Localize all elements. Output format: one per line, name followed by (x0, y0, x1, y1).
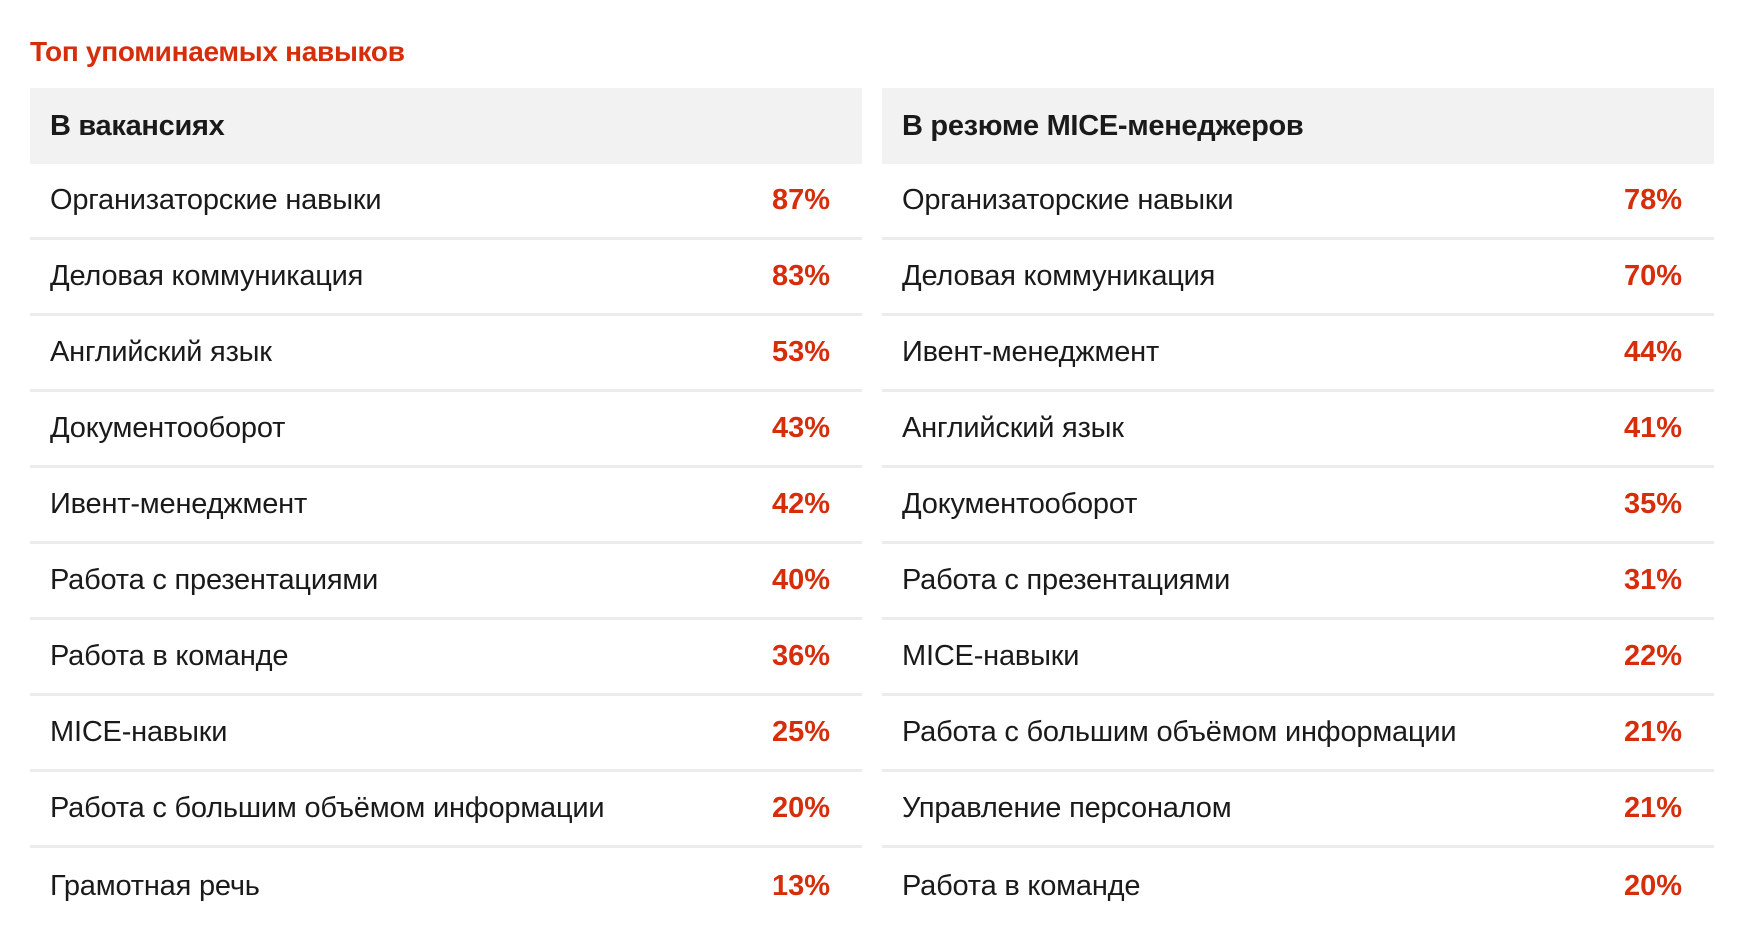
page-title: Топ упоминаемых навыков (30, 36, 405, 67)
table-rows: Организаторские навыки 87% Деловая коммуни… (30, 164, 862, 924)
table-row: Работа с большим объёмом информации 20% (30, 772, 862, 848)
table-row: MICE-навыки 22% (882, 620, 1714, 696)
skill-label: Ивент-менеджмент (902, 336, 1160, 368)
skill-percentage: 70% (1624, 260, 1683, 292)
table-row: Английский язык 41% (882, 392, 1714, 468)
table-row: Грамотная речь 13% (30, 848, 862, 924)
table-row: Управление персоналом 21% (882, 772, 1714, 848)
skill-label: MICE-навыки (50, 716, 228, 748)
table-row: Работа в команде 36% (30, 620, 862, 696)
table-row: Документооборот 35% (882, 468, 1714, 544)
table-row: Ивент-менеджмент 42% (30, 468, 862, 544)
skill-percentage: 31% (1624, 564, 1683, 596)
skill-percentage: 40% (772, 564, 831, 596)
skill-label: Документооборот (902, 488, 1138, 520)
table-row: Работа с презентациями 40% (30, 544, 862, 620)
skill-label: Организаторские навыки (50, 184, 382, 216)
table-header: В резюме MICE-менеджеров (882, 88, 1714, 164)
skill-label: Документооборот (50, 412, 286, 444)
table-rows: Организаторские навыки 78% Деловая коммуни… (882, 164, 1714, 924)
table-row: Английский язык 53% (30, 316, 862, 392)
skill-percentage: 43% (772, 412, 831, 444)
skill-label: MICE-навыки (902, 640, 1080, 672)
table-header: В вакансиях (30, 88, 862, 164)
skill-percentage: 87% (772, 184, 831, 216)
table-row: Документооборот 43% (30, 392, 862, 468)
table-row: Деловая коммуникация 70% (882, 240, 1714, 316)
skill-percentage: 21% (1624, 716, 1683, 748)
skill-label: Грамотная речь (50, 869, 260, 902)
skill-label: Работа с большим объёмом информации (50, 792, 605, 824)
skill-label: Английский язык (902, 412, 1124, 444)
table-row: Деловая коммуникация 83% (30, 240, 862, 316)
table-row: MICE-навыки 25% (30, 696, 862, 772)
table-row: Работа с большим объёмом информации 21% (882, 696, 1714, 772)
skill-label: Работа с большим объёмом информации (902, 716, 1457, 748)
skill-percentage: 25% (772, 716, 831, 748)
table-row: Работа с презентациями 31% (882, 544, 1714, 620)
table-row: Работа в команде 20% (882, 848, 1714, 924)
skill-label: Организаторские навыки (902, 184, 1234, 216)
skill-percentage: 20% (772, 792, 831, 824)
skill-percentage: 83% (772, 260, 831, 292)
skill-percentage: 35% (1624, 488, 1683, 520)
skill-label: Деловая коммуникация (50, 260, 364, 292)
skill-label: Ивент-менеджмент (50, 488, 308, 520)
skill-label: Деловая коммуникация (902, 260, 1216, 292)
skill-percentage: 53% (772, 336, 831, 368)
skill-percentage: 21% (1624, 792, 1683, 824)
skill-percentage: 42% (772, 488, 831, 520)
skill-label: Работа с презентациями (902, 564, 1231, 596)
skill-percentage: 13% (772, 869, 831, 902)
skill-percentage: 44% (1624, 336, 1683, 368)
skill-percentage: 20% (1624, 869, 1683, 902)
vacancies-table: В вакансиях Организаторские навыки 87% Дел… (30, 88, 862, 924)
skill-percentage: 36% (772, 640, 831, 672)
skill-label: Работа в команде (902, 869, 1141, 902)
skill-percentage: 78% (1624, 184, 1683, 216)
resumes-table: В резюме MICE-менеджеров Организаторские… (882, 88, 1714, 924)
skill-label: Работа с презентациями (50, 564, 379, 596)
skill-label: Английский язык (50, 336, 272, 368)
table-row: Организаторские навыки 87% (30, 164, 862, 240)
table-row: Организаторские навыки 78% (882, 164, 1714, 240)
skill-percentage: 22% (1624, 640, 1683, 672)
skill-label: Работа в команде (50, 640, 289, 672)
skill-percentage: 41% (1624, 412, 1683, 444)
skill-label: Управление персоналом (902, 792, 1232, 824)
table-row: Ивент-менеджмент 44% (882, 316, 1714, 392)
